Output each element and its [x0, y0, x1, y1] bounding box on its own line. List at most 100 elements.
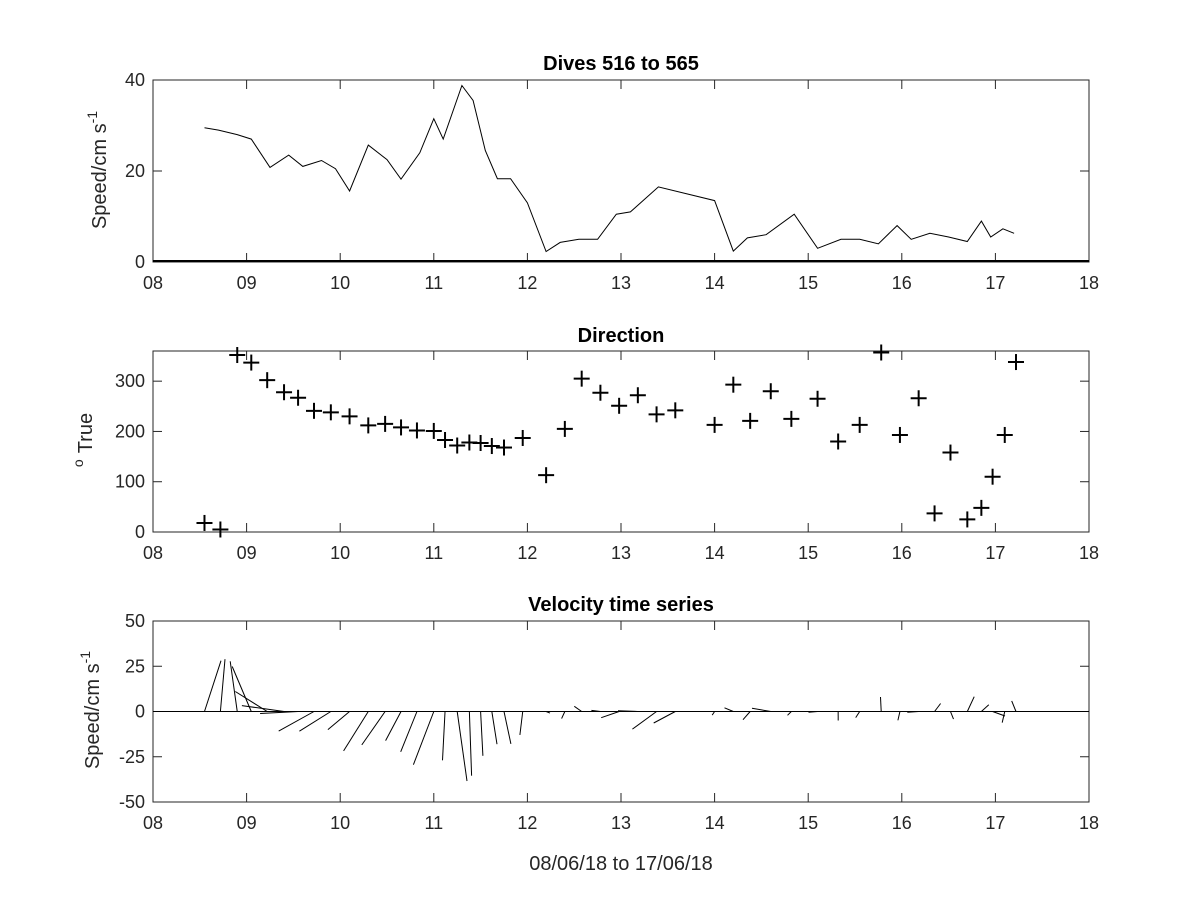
- direction-point: [996, 426, 1013, 443]
- velocity-stick: [385, 711, 402, 741]
- direction-x-tick-label: 11: [424, 543, 443, 563]
- direction-point: [873, 344, 890, 361]
- direction-point: [926, 505, 943, 522]
- direction-x-tick-label: 10: [330, 543, 350, 563]
- velocity-stick: [632, 711, 657, 730]
- velocity-y-tick-label: 25: [125, 656, 145, 676]
- speed-panel: Dives 516 to 565 Speed/cm s-1 08 09 10 11 12…: [84, 53, 1099, 293]
- speed-x-tick-label: 08: [143, 273, 163, 293]
- direction-point: [556, 420, 573, 437]
- direction-point: [891, 426, 908, 443]
- direction-point: [648, 406, 665, 423]
- velocity-stick: [880, 696, 882, 712]
- direction-point: [290, 389, 307, 406]
- velocity-y-tick-label: 0: [135, 702, 145, 722]
- velocity-stick: [519, 711, 524, 735]
- velocity-y-axis-label: Speed/cm s-1: [77, 651, 104, 769]
- direction-point: [742, 412, 759, 429]
- direction-point: [408, 422, 425, 439]
- velocity-x-tick-label: 10: [330, 813, 350, 833]
- speed-y-tick-label: 0: [135, 252, 145, 272]
- velocity-stick: [934, 703, 941, 712]
- direction-point: [973, 499, 990, 516]
- direction-point: [449, 437, 466, 454]
- speed-y-axis-label-superscript: -1: [84, 111, 100, 124]
- direction-chart-title: Direction: [578, 325, 665, 347]
- velocity-y-tick-label: -25: [119, 747, 145, 767]
- direction-point: [725, 376, 742, 393]
- speed-plot-area: 08 09 10 11 12 13 14 15 16 17 18 0 20 40: [125, 70, 1099, 293]
- direction-x-tick-label: 09: [237, 543, 257, 563]
- direction-point: [706, 416, 723, 433]
- velocity-stick: [241, 705, 285, 712]
- direction-point: [783, 410, 800, 427]
- direction-y-axis-label-prefix: o: [70, 459, 86, 467]
- velocity-stick: [808, 711, 818, 713]
- velocity-x-tick-label: 14: [705, 813, 725, 833]
- direction-point: [276, 384, 293, 401]
- direction-point: [667, 402, 684, 419]
- velocity-stick: [742, 711, 751, 721]
- velocity-stick: [1001, 711, 1006, 723]
- velocity-y-tick-label: -50: [119, 792, 145, 812]
- speed-series-line: [204, 84, 1015, 253]
- speed-x-tick-label: 12: [517, 273, 537, 293]
- velocity-stick: [591, 709, 601, 712]
- direction-y-tick-label: 0: [135, 522, 145, 542]
- direction-point: [196, 514, 213, 531]
- speed-chart-title: Dives 516 to 565: [543, 53, 699, 75]
- direction-x-tick-label: 12: [517, 543, 537, 563]
- speed-x-tick-label: 17: [985, 273, 1005, 293]
- direction-point: [538, 467, 555, 484]
- velocity-stick: [907, 711, 919, 713]
- direction-point: [629, 387, 646, 404]
- direction-point: [984, 468, 1001, 485]
- direction-point: [229, 347, 246, 364]
- direction-plot-area: 08 09 10 11 12 13 14 15 16 17 18 0 100 200 300: [115, 344, 1099, 563]
- velocity-y-tick-label: 50: [125, 611, 145, 631]
- velocity-stick: [400, 711, 418, 752]
- direction-point: [322, 404, 339, 421]
- velocity-stick: [601, 711, 620, 719]
- velocity-x-tick-label: 16: [892, 813, 912, 833]
- direction-point: [360, 417, 377, 434]
- direction-x-tick-label: 18: [1079, 543, 1099, 563]
- direction-point: [910, 390, 927, 407]
- velocity-stick: [456, 711, 468, 782]
- speed-y-axis-label: Speed/cm s-1: [84, 111, 111, 229]
- direction-y-tick-label: 200: [115, 421, 145, 441]
- speed-x-tick-label: 14: [705, 273, 725, 293]
- velocity-stick: [992, 711, 1006, 717]
- direction-y-tick-label: 100: [115, 472, 145, 492]
- direction-x-tick-label: 15: [798, 543, 818, 563]
- velocity-x-tick-label: 11: [424, 813, 443, 833]
- speed-y-axis-label-text: Speed/cm s: [89, 123, 111, 229]
- direction-point: [212, 521, 229, 538]
- speed-x-tick-label: 10: [330, 273, 350, 293]
- direction-point: [592, 384, 609, 401]
- direction-x-tick-label: 14: [705, 543, 725, 563]
- velocity-x-tick-label: 18: [1079, 813, 1099, 833]
- direction-point: [942, 444, 959, 461]
- velocity-stick: [299, 711, 332, 732]
- velocity-stick: [751, 707, 771, 712]
- direction-point: [611, 397, 628, 414]
- direction-panel: Direction o True 08 09 10 11 12 13 14 15 16 17 18 0 1…: [70, 325, 1099, 563]
- velocity-stick: [855, 711, 861, 718]
- speed-x-tick-label: 16: [892, 273, 912, 293]
- speed-axes-box: [152, 79, 1090, 263]
- velocity-stick: [229, 661, 238, 712]
- velocity-stick: [981, 704, 990, 712]
- velocity-stick: [491, 711, 498, 745]
- direction-x-tick-label: 17: [985, 543, 1005, 563]
- velocity-stick: [503, 711, 512, 745]
- direction-point: [514, 429, 531, 446]
- velocity-stick: [617, 710, 638, 712]
- velocity-stick: [950, 711, 954, 720]
- direction-point: [259, 372, 276, 389]
- direction-point: [377, 415, 394, 432]
- direction-point: [809, 390, 826, 407]
- velocity-stick: [966, 696, 975, 712]
- direction-point: [573, 370, 590, 387]
- velocity-stick: [442, 711, 446, 761]
